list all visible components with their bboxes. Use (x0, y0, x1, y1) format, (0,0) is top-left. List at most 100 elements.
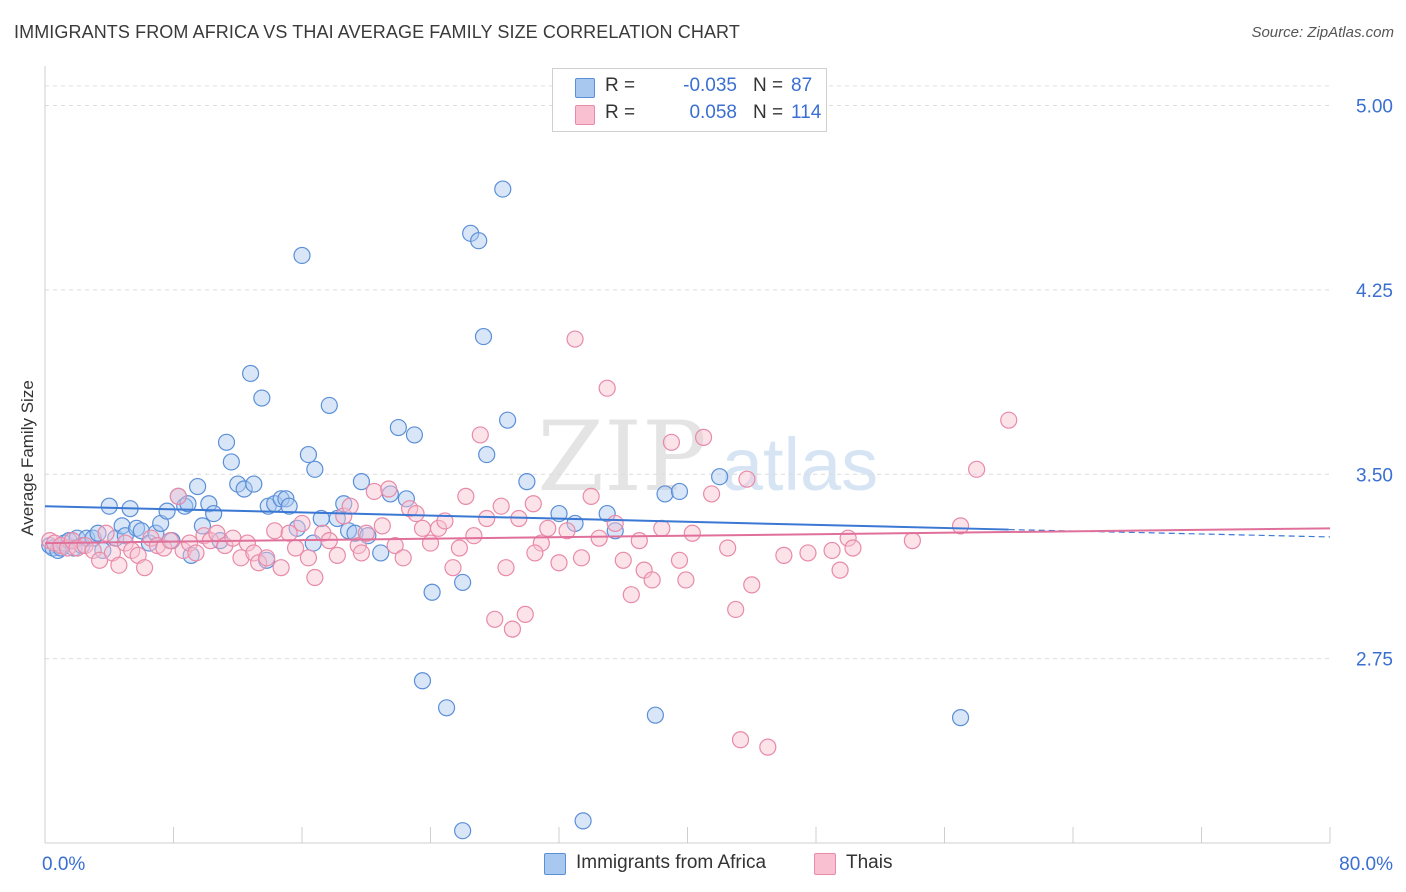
africa-point (242, 364, 260, 383)
thai-point (683, 524, 701, 542)
africa-point (280, 497, 298, 515)
y-tick-label: 2.75 (1356, 650, 1393, 671)
thai-point (357, 524, 375, 542)
africa-point (205, 504, 223, 523)
thai-point (187, 544, 205, 562)
africa-point (454, 822, 472, 840)
chart-title: IMMIGRANTS FROM AFRICA VS THAI AVERAGE F… (14, 22, 740, 42)
africa-point (574, 812, 592, 830)
thai-point (41, 532, 59, 550)
bottom-legend-swatch-africa (544, 853, 566, 875)
thai-point (558, 522, 576, 540)
series-thai-points (41, 330, 1018, 756)
thai-point (457, 487, 475, 505)
bottom-legend-label-africa: Immigrants from Africa (576, 852, 767, 873)
africa-point (423, 583, 441, 601)
africa-point (389, 418, 407, 437)
africa-point (518, 473, 536, 491)
africa-point (670, 482, 689, 501)
trend-lines (44, 505, 1331, 545)
legend-n-value: 114 (791, 102, 822, 123)
y-tick-label: 5.00 (1356, 97, 1393, 118)
thai-point (413, 519, 432, 537)
thai-point (903, 532, 921, 550)
zipatlas-watermark: ZIP atlas (537, 401, 878, 513)
africa-point (200, 495, 218, 513)
thai-point (232, 549, 250, 567)
bottom-legend-label-thai: Thais (846, 852, 893, 873)
thai-point (492, 497, 510, 515)
africa-point (454, 573, 472, 592)
thai-point (582, 487, 600, 505)
thai-point (951, 517, 970, 535)
thai-point (670, 551, 689, 569)
africa-point (951, 709, 970, 727)
africa-point (470, 232, 488, 250)
thai-point (180, 534, 199, 552)
thai-point (386, 536, 404, 555)
thai-point (478, 509, 496, 528)
thai-point (299, 549, 318, 567)
thai-point (238, 534, 256, 552)
legend-swatch-africa (575, 78, 595, 98)
axes (44, 66, 1331, 844)
legend-swatch-thai (575, 105, 595, 125)
legend-r-value: -0.035 (683, 75, 737, 96)
thai-point (306, 568, 324, 587)
africa-point (499, 411, 517, 429)
thai-point (373, 517, 391, 535)
africa-point (711, 468, 729, 486)
africa-point (100, 497, 118, 515)
correlation-legend: R = -0.035 N = 87 R = 0.058 N = 114 (552, 68, 827, 132)
thai-point (503, 620, 522, 638)
thai-point (135, 559, 154, 577)
watermark-atlas: atlas (722, 423, 878, 506)
africa-point (306, 460, 324, 478)
thai-point (394, 549, 412, 567)
thai-point (572, 549, 591, 567)
x-tick-label: 80.0% (1339, 854, 1393, 875)
africa-point (293, 246, 311, 265)
thai-point (97, 524, 115, 542)
legend-r-label: R = (605, 102, 636, 123)
thai-point (516, 605, 534, 623)
thai-point (759, 738, 777, 756)
africa-point (158, 502, 176, 520)
thai-point (727, 600, 745, 619)
thai-point (380, 480, 398, 498)
africa-point (646, 706, 664, 724)
thai-point (341, 497, 359, 515)
thai-point (110, 556, 128, 574)
africa-point (478, 445, 496, 464)
africa-point (288, 519, 306, 537)
thai-point (614, 551, 632, 569)
thai-point (266, 522, 284, 540)
africa-point (320, 396, 338, 415)
thai-point (169, 487, 187, 505)
africa-point (182, 546, 200, 564)
legend-n-label: N = (753, 102, 784, 123)
africa-point (222, 453, 240, 471)
thai-point (799, 544, 817, 562)
thai-point (407, 504, 425, 523)
legend-r-label: R = (605, 75, 636, 96)
africa-point (372, 544, 390, 562)
thai-point (365, 482, 383, 501)
thai-point (258, 549, 276, 567)
africa-point (656, 485, 674, 503)
africa-point (437, 699, 456, 717)
africa-trend-line (44, 505, 1009, 531)
thai-point (532, 534, 550, 552)
thai-point (444, 559, 462, 577)
africa-point (494, 180, 512, 198)
x-tick-label: 0.0% (42, 854, 85, 875)
thai-point (775, 546, 793, 564)
bottom-legend-swatch-thai (814, 853, 836, 875)
africa-point (113, 517, 131, 535)
legend-n-value: 87 (791, 75, 813, 96)
thai-point (844, 539, 862, 557)
thai-point (421, 534, 440, 552)
thai-point (731, 731, 750, 749)
y-tick-label: 3.50 (1356, 465, 1393, 486)
